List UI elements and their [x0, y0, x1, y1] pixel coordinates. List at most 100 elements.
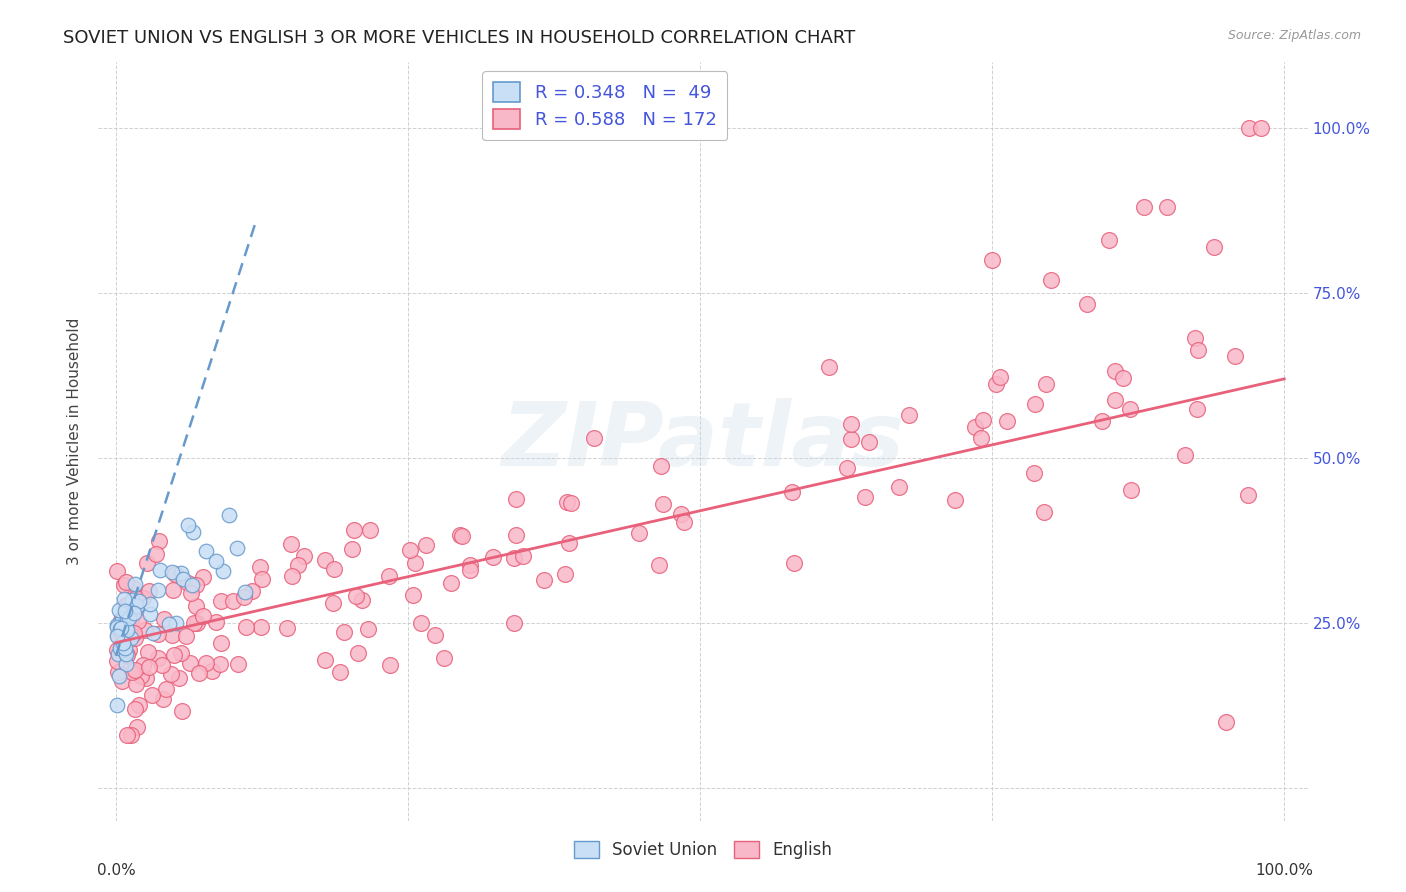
Point: [560, 496, 582, 510]
Point: [647, 558, 669, 572]
Point: [120, 613, 142, 627]
Point: [557, 536, 579, 550]
Point: [179, 656, 201, 670]
Point: [114, 604, 136, 618]
Point: [111, 614, 134, 628]
Point: [415, 538, 437, 552]
Point: [183, 616, 205, 631]
Point: [170, 646, 193, 660]
Point: [112, 614, 135, 628]
Point: [124, 701, 146, 715]
Point: [350, 593, 373, 607]
Point: [135, 671, 157, 685]
Point: [627, 526, 650, 541]
Point: [141, 688, 163, 702]
Point: [105, 618, 128, 632]
Point: [112, 610, 135, 624]
Point: [672, 515, 695, 529]
Point: [115, 614, 138, 628]
Point: [138, 597, 160, 611]
Point: [458, 558, 481, 572]
Point: [837, 461, 859, 475]
Point: [965, 419, 987, 434]
Point: [149, 563, 172, 577]
Point: [505, 528, 527, 542]
Point: [160, 667, 183, 681]
Point: [240, 584, 263, 599]
Point: [138, 660, 160, 674]
Point: [107, 665, 129, 679]
Point: [1237, 121, 1260, 136]
Point: [172, 572, 194, 586]
Point: [114, 621, 136, 635]
Point: [128, 594, 150, 608]
Point: [108, 622, 131, 636]
Point: [181, 525, 204, 540]
Point: [250, 572, 273, 586]
Point: [129, 669, 152, 683]
Point: [322, 596, 344, 610]
Point: [125, 599, 148, 613]
Point: [122, 606, 145, 620]
Point: [115, 598, 138, 612]
Point: [148, 534, 170, 549]
Point: [287, 558, 309, 572]
Point: [332, 625, 354, 640]
Point: [114, 645, 136, 659]
Point: [118, 643, 141, 657]
Point: [1204, 240, 1226, 254]
Point: [323, 562, 346, 576]
Point: [105, 629, 128, 643]
Point: [138, 584, 160, 599]
Point: [110, 613, 132, 627]
Point: [314, 653, 336, 667]
Point: [138, 607, 160, 621]
Point: [1035, 377, 1057, 392]
Text: Source: ZipAtlas.com: Source: ZipAtlas.com: [1227, 29, 1361, 42]
Point: [650, 458, 672, 473]
Point: [122, 626, 145, 640]
Point: [105, 698, 128, 712]
Point: [201, 665, 224, 679]
Point: [502, 550, 524, 565]
Point: [1156, 201, 1178, 215]
Point: [343, 523, 366, 537]
Point: [188, 666, 211, 681]
Point: [818, 359, 841, 374]
Point: [124, 577, 146, 591]
Point: [233, 590, 256, 604]
Point: [150, 657, 173, 672]
Point: [105, 619, 128, 633]
Point: [108, 603, 131, 617]
Legend: Soviet Union, English: Soviet Union, English: [567, 834, 839, 865]
Point: [981, 253, 1004, 268]
Point: [450, 529, 472, 543]
Point: [124, 631, 146, 645]
Point: [249, 559, 271, 574]
Point: [988, 370, 1011, 384]
Point: [503, 616, 526, 631]
Point: [163, 648, 186, 663]
Point: [111, 636, 134, 650]
Point: [148, 650, 170, 665]
Point: [399, 542, 422, 557]
Point: [115, 648, 138, 663]
Point: [111, 674, 134, 689]
Point: [449, 528, 471, 542]
Point: [152, 692, 174, 706]
Point: [169, 671, 191, 685]
Point: [125, 599, 148, 614]
Point: [292, 549, 315, 563]
Point: [124, 663, 146, 677]
Point: [110, 639, 132, 653]
Point: [110, 642, 132, 657]
Point: [533, 573, 555, 587]
Point: [148, 627, 170, 641]
Point: [505, 492, 527, 507]
Point: [378, 568, 401, 582]
Point: [105, 564, 128, 578]
Point: [1187, 343, 1209, 358]
Point: [115, 575, 138, 590]
Point: [105, 654, 128, 668]
Point: [115, 657, 138, 671]
